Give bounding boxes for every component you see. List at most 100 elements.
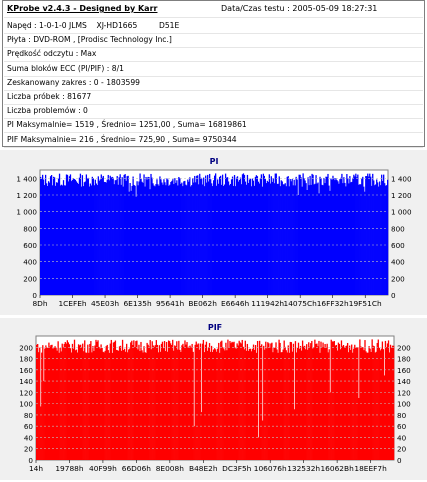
bar — [222, 347, 224, 460]
bar — [221, 174, 224, 295]
bar — [287, 176, 289, 295]
bar — [111, 352, 114, 460]
bar — [348, 345, 351, 460]
bar — [90, 185, 92, 295]
y-tick-label: 60 — [24, 422, 34, 431]
bar — [168, 185, 170, 295]
bar — [209, 351, 212, 460]
bar — [61, 185, 64, 295]
bar — [123, 174, 125, 295]
bar — [70, 181, 73, 295]
bar — [104, 182, 106, 295]
bar — [200, 412, 202, 460]
bar — [51, 344, 53, 460]
x-tick-label: 66D06h — [122, 464, 151, 473]
bar — [340, 340, 343, 460]
info-line: Płyta : DVD-ROM , [Prodisc Technology In… — [7, 35, 172, 45]
bar — [149, 340, 151, 460]
x-tick-label: 111942h — [251, 299, 284, 308]
bar — [330, 178, 332, 295]
bar — [128, 349, 130, 460]
bar — [88, 352, 90, 460]
bar — [314, 339, 316, 460]
bar — [308, 342, 310, 460]
bar — [154, 186, 156, 295]
bar — [92, 346, 94, 460]
bar — [179, 349, 181, 460]
bar — [130, 342, 132, 460]
bar — [149, 189, 151, 295]
bar — [388, 352, 391, 460]
bar — [279, 186, 281, 295]
bar — [311, 173, 313, 295]
bar — [224, 173, 227, 295]
bar — [238, 340, 240, 460]
bar — [302, 173, 304, 295]
bar — [144, 352, 146, 460]
bar — [152, 345, 154, 460]
bar — [133, 340, 135, 460]
bar — [368, 346, 370, 460]
bar — [74, 350, 77, 460]
bar — [43, 381, 45, 460]
bar — [294, 185, 296, 295]
bar — [109, 343, 111, 460]
bar — [58, 173, 61, 295]
bar — [333, 340, 335, 460]
bar — [252, 180, 255, 295]
bar — [260, 174, 263, 295]
bar — [209, 173, 211, 295]
bar — [40, 406, 42, 460]
bar — [261, 186, 264, 295]
bar-series — [40, 173, 389, 296]
bar — [323, 177, 325, 295]
bar — [239, 177, 242, 295]
bar — [41, 352, 43, 460]
bar — [234, 347, 236, 460]
bar — [151, 341, 153, 460]
bar — [54, 346, 56, 460]
bar — [384, 183, 386, 295]
y-tick-label: 100 — [19, 400, 33, 409]
bar — [277, 352, 279, 460]
bar — [262, 420, 264, 460]
bar — [154, 345, 156, 460]
bar — [76, 182, 79, 295]
bar — [327, 352, 329, 460]
bar — [226, 350, 228, 460]
bar — [199, 173, 201, 295]
bar — [281, 181, 283, 295]
bar — [160, 179, 162, 295]
bar — [89, 343, 91, 460]
bar — [55, 348, 57, 460]
bar — [322, 185, 324, 295]
bar — [337, 181, 339, 295]
bar — [297, 195, 299, 295]
bar — [59, 185, 62, 295]
bar — [158, 185, 160, 295]
bar — [117, 350, 120, 460]
bar — [336, 180, 338, 295]
bar — [372, 345, 374, 460]
bar — [272, 178, 274, 295]
info-line: Prędkość odczytu : Max — [7, 49, 97, 59]
bar — [265, 341, 267, 460]
y-tick-label: 0 — [32, 291, 37, 300]
bar — [53, 347, 55, 460]
bar — [227, 181, 230, 295]
bar — [282, 349, 284, 460]
bar — [164, 351, 167, 460]
bar — [287, 345, 289, 460]
bar — [185, 184, 187, 295]
bar — [313, 184, 315, 295]
bar — [50, 345, 52, 460]
bar — [87, 344, 89, 460]
bar — [206, 182, 208, 295]
app-title: KProbe v2.4.3 - Designed by Karr — [7, 4, 158, 13]
bar — [293, 409, 296, 460]
bar — [263, 175, 265, 295]
bar — [106, 179, 108, 295]
bar — [121, 177, 123, 295]
bar — [176, 341, 178, 460]
bar — [391, 345, 394, 460]
